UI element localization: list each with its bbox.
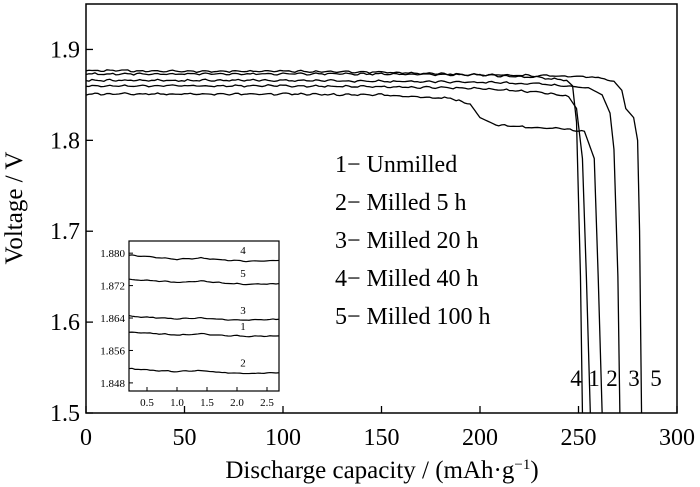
x-tick-label: 200: [462, 425, 498, 451]
inset-series-label-3: 3: [240, 305, 246, 317]
curve-label-5: 5: [650, 366, 662, 391]
inset-series-label-5: 5: [240, 268, 246, 280]
x-axis-title-close: ): [530, 457, 538, 484]
curve-label-3: 3: [628, 366, 640, 391]
x-axis-title: Discharge capacity / (mAh·g−1): [225, 457, 538, 484]
inset-y-tick-label: 1.864: [100, 313, 125, 325]
legend-entry-1: 1− Unmilled: [335, 152, 457, 178]
legend-entry-4: 4− Milled 40 h: [335, 266, 479, 292]
x-tick-label: 250: [561, 425, 597, 451]
inset-series-label-4: 4: [240, 245, 246, 257]
inset-plot: 0.5 1.0 1.5 2.0 2.5 1.848 1.856 1.864 1.872 1.880…: [100, 241, 279, 409]
legend-entry-3: 3− Milled 20 h: [335, 228, 479, 254]
legend: 1− Unmilled 2− Milled 5 h 3− Milled 20 h 4−…: [335, 152, 491, 330]
y-tick-label: 1.8: [50, 128, 80, 154]
x-tick-label: 100: [265, 425, 301, 451]
x-tick-label: 0: [80, 425, 92, 451]
x-axis-title-main: Discharge capacity / (mAh·g: [225, 457, 515, 484]
inset-series-label-1: 1: [240, 321, 246, 333]
inset-y-tick-label: 1.880: [100, 248, 125, 260]
curve-label-4: 4: [570, 366, 582, 391]
curve-label-1: 1: [588, 366, 600, 391]
inset-y-tick-label: 1.872: [100, 281, 125, 293]
inset-x-tick-label: 2.0: [230, 397, 244, 409]
y-axis-title: Voltage / V: [1, 152, 28, 265]
x-tick-label: 50: [173, 425, 197, 451]
inset-x-tick-label: 1.0: [170, 397, 184, 409]
y-tick-label: 1.6: [50, 310, 80, 336]
curve-label-2: 2: [606, 366, 618, 391]
y-tick-label: 1.5: [50, 401, 80, 427]
y-tick-label: 1.9: [50, 37, 80, 63]
x-tick-label: 150: [364, 425, 400, 451]
inset-x-tick-label: 0.5: [140, 397, 154, 409]
x-tick-label: 300: [659, 425, 695, 451]
y-tick-label: 1.7: [50, 219, 80, 245]
inset-x-tick-label: 1.5: [200, 397, 214, 409]
x-axis-title-sup: −1: [514, 457, 530, 473]
inset-y-tick-label: 1.848: [100, 378, 125, 390]
inset-y-tick-label: 1.856: [100, 345, 125, 357]
legend-entry-5: 5− Milled 100 h: [335, 304, 491, 330]
legend-entry-2: 2− Milled 5 h: [335, 190, 467, 216]
inset-frame: [129, 241, 279, 391]
inset-x-tick-label: 2.5: [260, 397, 274, 409]
inset-series-label-2: 2: [240, 358, 246, 370]
